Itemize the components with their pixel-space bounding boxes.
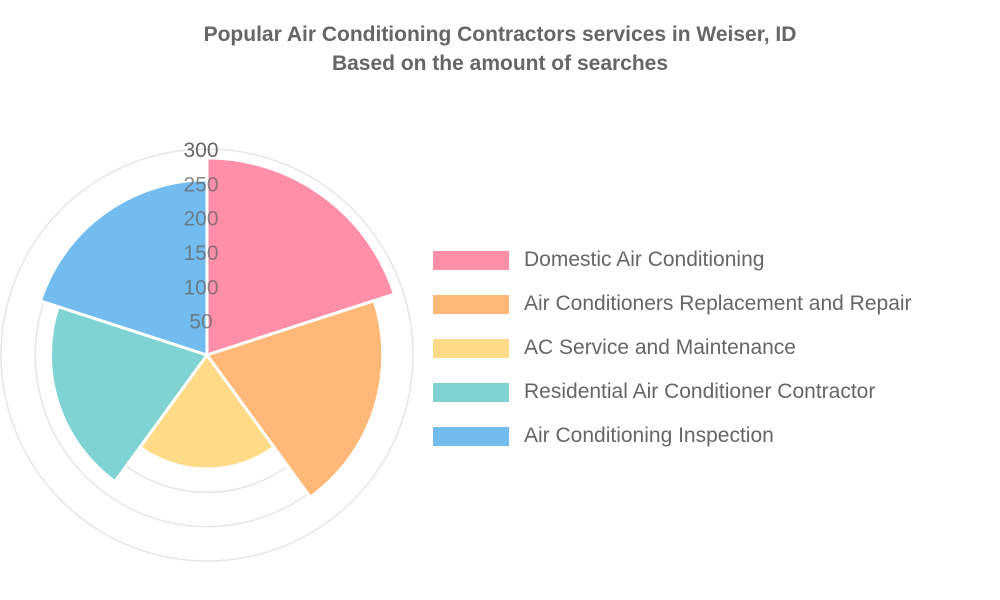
tick-label-300: 300 — [183, 139, 218, 162]
legend-swatch-5 — [433, 426, 509, 446]
grid-circle-300 — [0, 148, 414, 562]
chart-slices — [38, 156, 396, 499]
legend-item-5[interactable]: Air Conditioning Inspection — [433, 414, 912, 458]
legend-swatch-3 — [433, 338, 509, 358]
tick-label-250: 250 — [183, 173, 218, 196]
slice-5[interactable] — [38, 178, 209, 357]
legend-label-5: Air Conditioning Inspection — [524, 424, 774, 447]
legend-label-3: AC Service and Maintenance — [524, 336, 796, 359]
legend-swatch-1 — [433, 250, 509, 270]
radial-tick-labels: 50 100 150 200 250 300 — [183, 139, 218, 334]
slice-1[interactable] — [205, 156, 396, 357]
chart-legend: Domestic Air Conditioning Air Conditioner… — [433, 238, 912, 458]
legend-label-2: Air Conditioners Replacement and Repair — [524, 292, 912, 315]
legend-label-1: Domestic Air Conditioning — [524, 248, 765, 271]
legend-item-3[interactable]: AC Service and Maintenance — [433, 326, 912, 370]
tick-label-50: 50 — [189, 311, 212, 334]
tick-label-100: 100 — [183, 276, 218, 299]
chart-subtitle: Based on the amount of searches — [331, 52, 669, 75]
tick-label-200: 200 — [183, 208, 218, 231]
legend-swatch-4 — [433, 382, 509, 402]
legend-item-2[interactable]: Air Conditioners Replacement and Repair — [433, 282, 912, 326]
legend-item-1[interactable]: Domestic Air Conditioning — [433, 238, 912, 282]
tick-label-150: 150 — [183, 242, 218, 265]
legend-label-4: Residential Air Conditioner Contractor — [524, 380, 876, 403]
chart-title-line-1: Popular Air Conditioning Contractors ser… — [203, 23, 797, 46]
legend-swatch-2 — [433, 294, 509, 314]
slice-2[interactable] — [205, 299, 385, 499]
slice-3[interactable] — [138, 353, 276, 471]
legend-item-4[interactable]: Residential Air Conditioner Contractor — [433, 370, 912, 414]
chart-title: Popular Air Conditioning Contractors ser… — [0, 20, 1000, 78]
slice-4[interactable] — [48, 305, 209, 484]
